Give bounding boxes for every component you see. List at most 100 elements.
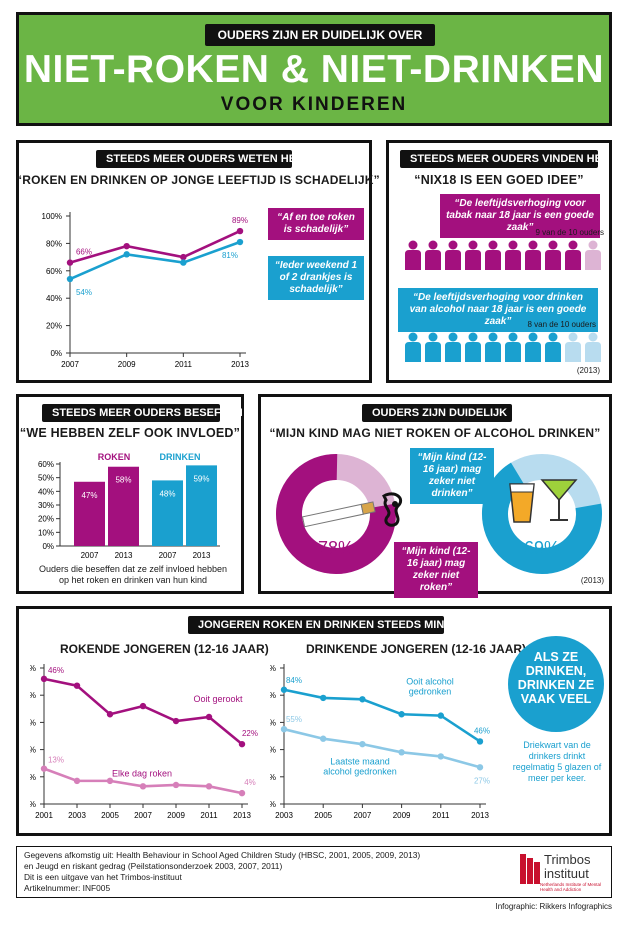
panel4-quote: “MIJN KIND MAG NIET ROKEN OF ALCOHOL DRI… <box>269 426 601 440</box>
footer-credit: Infographic: Rikkers Infographics <box>495 902 613 911</box>
data-point <box>320 735 327 742</box>
panel1-quote: “ROKEN EN DRINKEN OP JONGE LEEFTIJD IS S… <box>16 173 380 187</box>
person-icon <box>585 332 601 362</box>
circle-note: Driekwart van de drinkers drinkt regelma… <box>512 740 602 783</box>
data-label: 13% <box>48 756 64 765</box>
data-label: 55% <box>286 715 302 724</box>
y-tick-label: 30% <box>30 718 36 727</box>
bar <box>186 465 217 546</box>
person-icon <box>585 240 601 270</box>
data-label: 84% <box>286 676 302 685</box>
data-point <box>205 713 213 721</box>
title-roken-jongeren: ROKENDE JONGEREN (12-16 JAAR) <box>60 642 269 656</box>
label-drinken: DRINKEN <box>159 452 201 462</box>
logo-name: Trimbos <box>544 852 591 867</box>
logo-sub: Netherlands Institute of Mental Health a… <box>540 882 602 892</box>
chart-rokende-jongeren: 0% 10% 20% 30% 40% 50% 2001 2003 2005 2007 2009 201… <box>30 664 258 820</box>
y-tick-label: 100% <box>42 212 62 221</box>
footer-line3: Dit is een uitgave van het Trimbos-insti… <box>24 872 182 882</box>
pct-drinken: 69% <box>524 538 561 558</box>
people-row-tabak <box>404 240 604 272</box>
series-label: Ooit alcohol gedronken <box>406 676 454 696</box>
x-tick-label: 2013 <box>115 551 133 560</box>
data-point <box>476 764 484 771</box>
person-icon <box>505 332 521 362</box>
series-line <box>69 240 241 281</box>
bubble-alcohol: “De leeftijdsverhoging voor drinken van … <box>398 288 598 332</box>
circle-badge-text: ALS ZE DRINKEN, DRINKEN ZE VAAK VEEL <box>517 650 595 706</box>
y-tick-label: 20% <box>30 746 36 755</box>
data-label: 46% <box>48 666 64 675</box>
circle-badge <box>508 636 604 732</box>
chart-schadelijk: 0% 20% 40% 60% 80% 100% 2007 2009 2011 2013 66% 89%… <box>42 212 249 369</box>
bar <box>152 480 183 546</box>
data-point <box>238 740 246 748</box>
y-tick-label: 40% <box>30 691 36 700</box>
y-tick-label: 40% <box>46 294 62 303</box>
data-point <box>320 694 327 702</box>
series-line <box>283 688 481 743</box>
y-tick-label: 20% <box>270 773 276 782</box>
y-tick-label: 60% <box>46 267 62 276</box>
footer-sources: Gegevens afkomstig uit: Health Behaviour… <box>24 850 420 894</box>
title-drinken-jongeren: DRINKENDE JONGEREN (12-16 JAAR) <box>306 642 527 656</box>
people-row-alcohol <box>404 332 604 364</box>
data-point <box>236 238 244 246</box>
data-point <box>40 675 48 683</box>
y-tick-label: 50% <box>38 474 54 483</box>
panel1-pill: STEEDS MEER OUDERS WETEN HET <box>96 150 303 168</box>
data-label: 22% <box>242 729 258 738</box>
person-icon <box>485 332 501 362</box>
footer-line4: Artikelnummer: INF005 <box>24 883 111 893</box>
panel4-year: (2013) <box>580 576 604 585</box>
footer-box <box>16 846 612 898</box>
x-tick-label: 2003 <box>275 811 293 820</box>
panel2-quote: “NIX18 IS EEN GOED IDEE” <box>414 173 584 187</box>
label-roken: ROKEN <box>97 452 131 462</box>
count-alcohol: 8 van de 10 ouders <box>527 320 597 329</box>
footer-line2: en Jeugd en riskant gedrag (Peilstations… <box>24 861 283 871</box>
person-icon <box>465 332 481 362</box>
data-label: 81% <box>222 251 238 260</box>
person-icon <box>425 240 441 270</box>
data-point <box>437 712 444 719</box>
y-tick-label: 0% <box>50 349 62 358</box>
data-point <box>398 749 405 756</box>
data-point <box>180 253 187 261</box>
x-tick-label: 2013 <box>233 811 251 820</box>
data-label: 46% <box>474 726 490 735</box>
y-tick-label: 50% <box>30 664 36 673</box>
data-point <box>398 711 405 718</box>
data-label: 66% <box>76 248 92 257</box>
cigarette-icon <box>301 492 403 528</box>
series-line <box>69 229 241 264</box>
person-icon <box>465 240 481 270</box>
bubble-niet-drinken: “Mijn kind (12-16 jaar) mag zeker niet d… <box>410 448 494 504</box>
x-tick-label: 2009 <box>118 360 136 369</box>
y-tick-label: 20% <box>38 515 54 524</box>
bar <box>74 481 105 546</box>
series-line <box>43 677 243 746</box>
person-icon <box>525 332 541 362</box>
series-line <box>283 727 481 769</box>
series-label: Laatste maand alcohol gedronken <box>323 757 397 777</box>
person-icon <box>545 240 561 270</box>
trimbos-logo-icon <box>520 854 540 884</box>
data-point <box>123 242 130 250</box>
data-label: 4% <box>244 778 256 787</box>
x-tick-label: 2003 <box>68 811 86 820</box>
y-tick-label: 60% <box>270 718 276 727</box>
data-point <box>139 783 147 790</box>
bubble-niet-roken: “Mijn kind (12-16 jaar) mag zeker niet r… <box>394 542 478 598</box>
data-point <box>73 777 81 785</box>
header-pill: OUDERS ZIJN ER DUIDELIJK OVER <box>205 24 435 46</box>
data-point <box>40 765 48 772</box>
data-point <box>66 259 74 266</box>
y-tick-label: 30% <box>38 501 54 510</box>
data-point <box>476 738 484 745</box>
x-tick-label: 2005 <box>101 811 119 820</box>
person-icon <box>525 240 541 270</box>
person-icon <box>565 240 581 270</box>
y-tick-label: 100% <box>270 664 276 673</box>
y-tick-label: 40% <box>270 746 276 755</box>
